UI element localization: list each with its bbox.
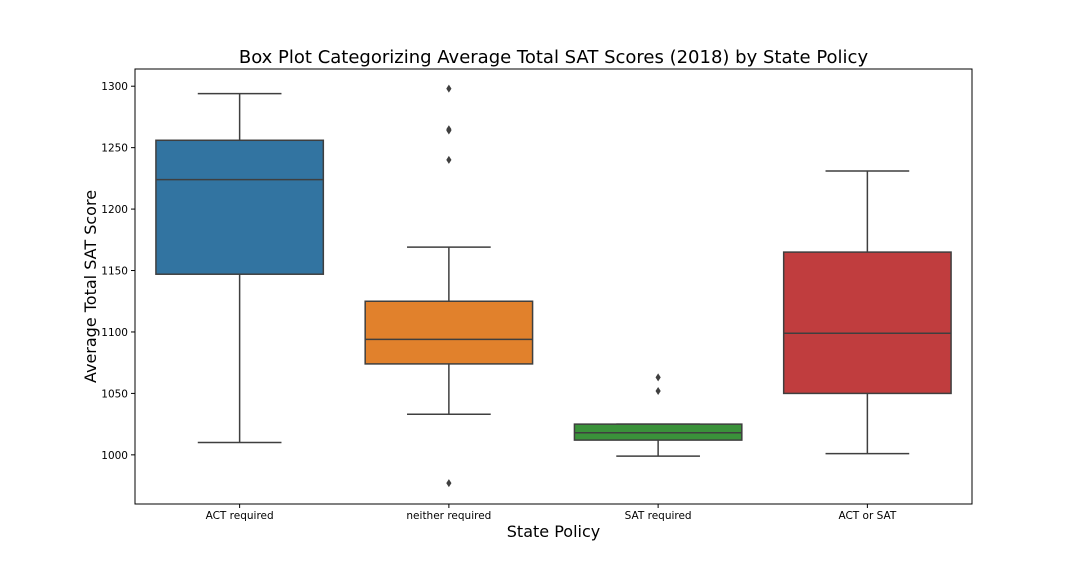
x-axis: ACT required neither required SAT required… — [206, 504, 897, 522]
x-tick-label: ACT or SAT — [838, 510, 896, 522]
y-tick-label: 1250 — [101, 143, 128, 155]
box-iqr — [782, 251, 952, 395]
y-axis: 1000 1050 1100 1150 1200 1250 1300 — [101, 81, 135, 462]
box-group — [364, 84, 534, 488]
x-tick-label: SAT required — [625, 510, 692, 522]
x-tick-label: ACT required — [206, 510, 274, 522]
box-group — [782, 170, 952, 455]
chart-title: Box Plot Categorizing Average Total SAT … — [239, 47, 869, 68]
y-tick-label: 1000 — [101, 450, 128, 462]
y-tick-label: 1100 — [101, 327, 128, 339]
x-tick-label: neither required — [406, 510, 491, 522]
outlier-point — [446, 125, 452, 134]
box-series — [155, 84, 952, 488]
y-tick-label: 1200 — [101, 204, 128, 216]
y-tick-label: 1050 — [101, 388, 128, 400]
box-group — [573, 373, 743, 457]
y-tick-label: 1150 — [101, 266, 128, 278]
outlier-point — [655, 386, 661, 395]
box-iqr — [364, 300, 534, 365]
outlier-point — [446, 84, 452, 93]
box-group — [155, 92, 325, 444]
outlier-point — [446, 479, 452, 488]
y-tick-label: 1300 — [101, 81, 128, 93]
outlier-point — [446, 155, 452, 164]
x-axis-label: State Policy — [507, 522, 600, 541]
outlier-point — [655, 373, 661, 382]
plot-frame — [134, 68, 973, 505]
y-axis-label: Average Total SAT Score — [81, 190, 100, 383]
box-iqr — [155, 139, 325, 275]
